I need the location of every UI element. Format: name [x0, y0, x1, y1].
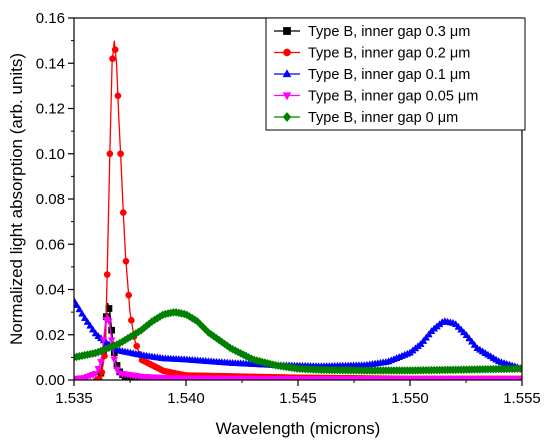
data-point	[98, 368, 106, 376]
legend-box	[265, 17, 526, 131]
y-tick-label: 0.04	[36, 282, 65, 299]
data-point	[86, 321, 94, 329]
data-point	[91, 370, 100, 378]
legend-item: Type B, inner gap 0.2 μm	[274, 46, 470, 62]
legend-label: Type B, inner gap 0 μm	[308, 110, 458, 126]
legend-marker	[282, 69, 292, 78]
data-point	[114, 92, 122, 100]
y-tick-label: 0.00	[36, 372, 65, 389]
legend: Type B, inner gap 0.3 μm Type B, inner ga…	[265, 17, 526, 131]
data-point	[74, 296, 78, 304]
data-point	[133, 342, 141, 350]
data-point	[111, 46, 119, 54]
x-tick-label: 1.550	[391, 390, 429, 407]
data-point	[75, 305, 84, 313]
x-tick-label: 1.555	[503, 390, 541, 407]
data-point	[119, 209, 127, 216]
y-tick-label: 0.12	[36, 101, 65, 118]
data-point	[74, 300, 81, 308]
legend-label: Type B, inner gap 0.3 μm	[308, 24, 470, 40]
legend-marker	[282, 111, 292, 123]
legend-item: Type B, inner gap 0.05 μm	[274, 89, 478, 105]
legend-label: Type B, inner gap 0.1 μm	[308, 67, 470, 83]
x-tick-label: 1.540	[167, 390, 205, 407]
y-tick-label: 0.08	[36, 191, 65, 208]
x-tick-label: 1.535	[55, 390, 93, 407]
legend-label: Type B, inner gap 0.05 μm	[308, 89, 478, 105]
y-axis-label: Normalized light absorption (arb. units)	[7, 53, 26, 345]
plot-area	[74, 40, 522, 380]
y-tick-label: 0.06	[36, 236, 65, 253]
data-point	[125, 291, 133, 299]
x-tick-label: 1.545	[279, 390, 317, 407]
data-point	[122, 257, 130, 265]
data-point	[107, 337, 116, 345]
data-point	[108, 326, 115, 334]
data-point	[516, 364, 522, 374]
data-point	[127, 316, 135, 324]
y-tick-label: 0.02	[36, 327, 65, 344]
data-point	[99, 336, 108, 344]
y-tick-label: 0.14	[36, 55, 65, 72]
legend-item: Type B, inner gap 0 μm	[274, 110, 458, 126]
series-4	[74, 307, 522, 375]
data-point	[106, 150, 114, 158]
data-point	[109, 55, 116, 63]
x-axis-label: Wavelength (microns)	[216, 419, 381, 438]
data-point	[83, 317, 92, 325]
legend-item: Type B, inner gap 0.3 μm	[274, 24, 470, 40]
data-point	[94, 365, 103, 373]
data-point	[95, 375, 103, 380]
data-point	[97, 359, 105, 367]
data-point	[80, 313, 89, 321]
data-point	[199, 322, 207, 332]
data-point	[78, 309, 86, 317]
data-point	[193, 317, 202, 327]
data-point	[113, 366, 121, 374]
legend-label: Type B, inner gap 0.2 μm	[308, 46, 470, 62]
legend-marker	[283, 48, 291, 57]
legend-item: Type B, inner gap 0.1 μm	[274, 67, 470, 83]
data-point	[103, 271, 111, 278]
data-point	[105, 318, 113, 326]
data-point	[88, 325, 97, 333]
legend-marker	[283, 27, 291, 35]
y-tick-label: 0.16	[36, 10, 65, 27]
axes: 1.535 1.540 1.545 1.550 1.555 0.00 0.02 0.04 0.0…	[36, 10, 541, 407]
y-tick-label: 0.10	[36, 146, 65, 163]
data-point	[110, 356, 119, 364]
legend-marker	[282, 92, 292, 101]
data-point	[117, 150, 124, 158]
